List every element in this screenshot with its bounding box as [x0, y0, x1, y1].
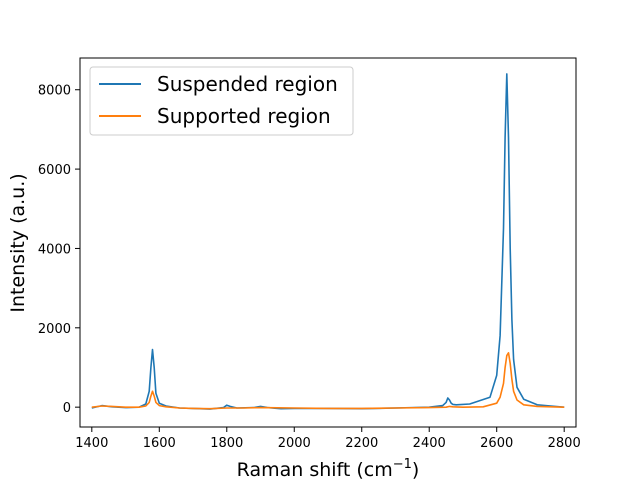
legend-label-supported: Supported region	[157, 104, 331, 128]
y-axis-label: Intensity (a.u.)	[7, 173, 29, 312]
x-tick-label: 2600	[480, 436, 513, 451]
y-tick-label: 0	[63, 401, 71, 416]
x-axis-label: Raman shift (cm−1)	[237, 457, 420, 480]
x-tick-label: 1800	[210, 436, 243, 451]
y-axis: 0 2000 4000 6000 8000	[38, 84, 80, 416]
y-tick-label: 6000	[38, 163, 71, 178]
y-tick-label: 4000	[38, 242, 71, 257]
legend: Suspended region Supported region	[89, 66, 354, 136]
x-tick-label: 2000	[278, 436, 311, 451]
legend-box	[89, 66, 354, 136]
plot-frame	[79, 57, 577, 428]
series-layer	[91, 73, 565, 410]
x-axis: 1400 1600 1800 2000 2200 2400 2600 2800	[75, 427, 581, 451]
x-axis-label-superscript: −1	[393, 457, 412, 472]
y-tick-label: 8000	[38, 84, 71, 99]
x-tick-label: 1400	[75, 436, 108, 451]
legend-label-suspended: Suspended region	[157, 72, 338, 96]
x-axis-label-suffix: )	[412, 459, 419, 480]
y-tick-label: 2000	[38, 322, 71, 337]
x-tick-label: 1600	[143, 436, 176, 451]
series-line-supported	[91, 352, 565, 410]
x-tick-label: 2400	[413, 436, 446, 451]
x-tick-label: 2200	[345, 436, 378, 451]
x-tick-label: 2800	[548, 436, 581, 451]
